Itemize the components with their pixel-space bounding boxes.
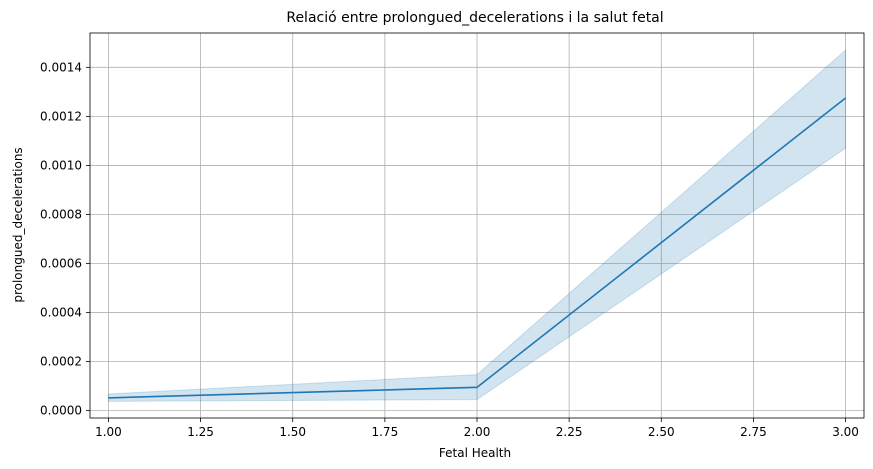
- x-tick-label: 2.00: [464, 425, 491, 439]
- x-tick-label: 3.00: [832, 425, 859, 439]
- y-axis-title: prolongued_decelerations: [11, 147, 25, 302]
- y-tick-label: 0.0004: [40, 306, 82, 320]
- y-tick-label: 0.0000: [40, 404, 82, 418]
- y-tick-label: 0.0010: [40, 158, 82, 172]
- series-line: [108, 97, 847, 399]
- y-tick-label: 0.0002: [40, 355, 82, 369]
- grid-lines: [90, 33, 864, 418]
- x-tick-label: 1.00: [95, 425, 122, 439]
- y-axis-ticks: 0.0000 0.0002 0.0004 0.0006 0.0008 0.0010 0.00…: [40, 60, 90, 418]
- y-tick-label: 0.0008: [40, 207, 82, 221]
- x-axis-ticks: 1.00 1.25 1.50 1.75 2.00 2.25 2.50 2.75 3.00: [95, 418, 859, 439]
- confidence-band-group: [107, 49, 847, 402]
- y-tick-label: 0.0012: [40, 109, 82, 123]
- y-tick-label: 0.0006: [40, 257, 82, 271]
- x-tick-label: 1.75: [371, 425, 398, 439]
- x-axis-title: Fetal Health: [439, 446, 511, 460]
- y-tick-label: 0.0014: [40, 60, 82, 74]
- x-tick-label: 1.25: [187, 425, 214, 439]
- confidence-band: [107, 49, 847, 402]
- x-tick-label: 2.75: [740, 425, 767, 439]
- series-group: [108, 97, 847, 399]
- x-tick-label: 2.50: [648, 425, 675, 439]
- chart-title: Relació entre prolongued_decelerations i…: [286, 10, 663, 26]
- x-tick-label: 1.50: [279, 425, 306, 439]
- x-tick-label: 2.25: [556, 425, 583, 439]
